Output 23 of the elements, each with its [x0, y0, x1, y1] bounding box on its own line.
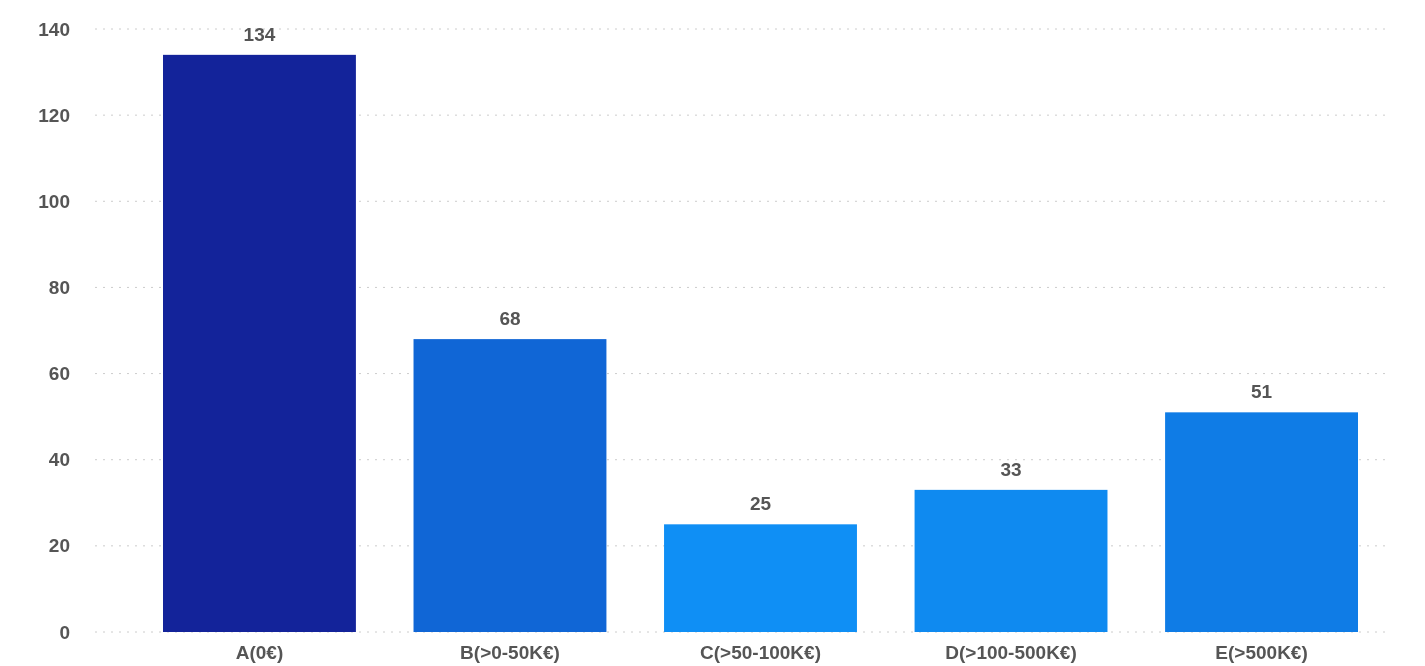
y-tick-label: 120 — [38, 104, 70, 126]
bar — [914, 489, 1108, 632]
y-tick-label: 80 — [48, 277, 70, 299]
bar — [1165, 412, 1358, 632]
y-tick-label: 20 — [48, 535, 70, 557]
y-tick-label: 40 — [48, 449, 70, 471]
y-tick-label: 0 — [59, 621, 70, 643]
data-label: 134 — [243, 23, 276, 45]
x-tick-label: D(>100-500K€) — [945, 642, 1077, 664]
x-tick-label: A(0€) — [235, 642, 284, 664]
bar — [163, 54, 356, 632]
bar — [664, 524, 857, 632]
bar — [413, 339, 607, 632]
data-label: 51 — [1250, 381, 1273, 403]
data-label: 33 — [1000, 458, 1022, 480]
x-tick-label: E(>500K€) — [1215, 642, 1308, 664]
data-label: 25 — [749, 493, 772, 515]
x-tick-label: C(>50-100K€) — [700, 642, 821, 664]
y-tick-label: 60 — [48, 363, 70, 385]
y-tick-label: 100 — [38, 190, 70, 212]
data-label: 68 — [499, 308, 521, 330]
x-tick-label: B(>0-50K€) — [460, 642, 560, 664]
y-tick-label: 140 — [38, 18, 70, 40]
